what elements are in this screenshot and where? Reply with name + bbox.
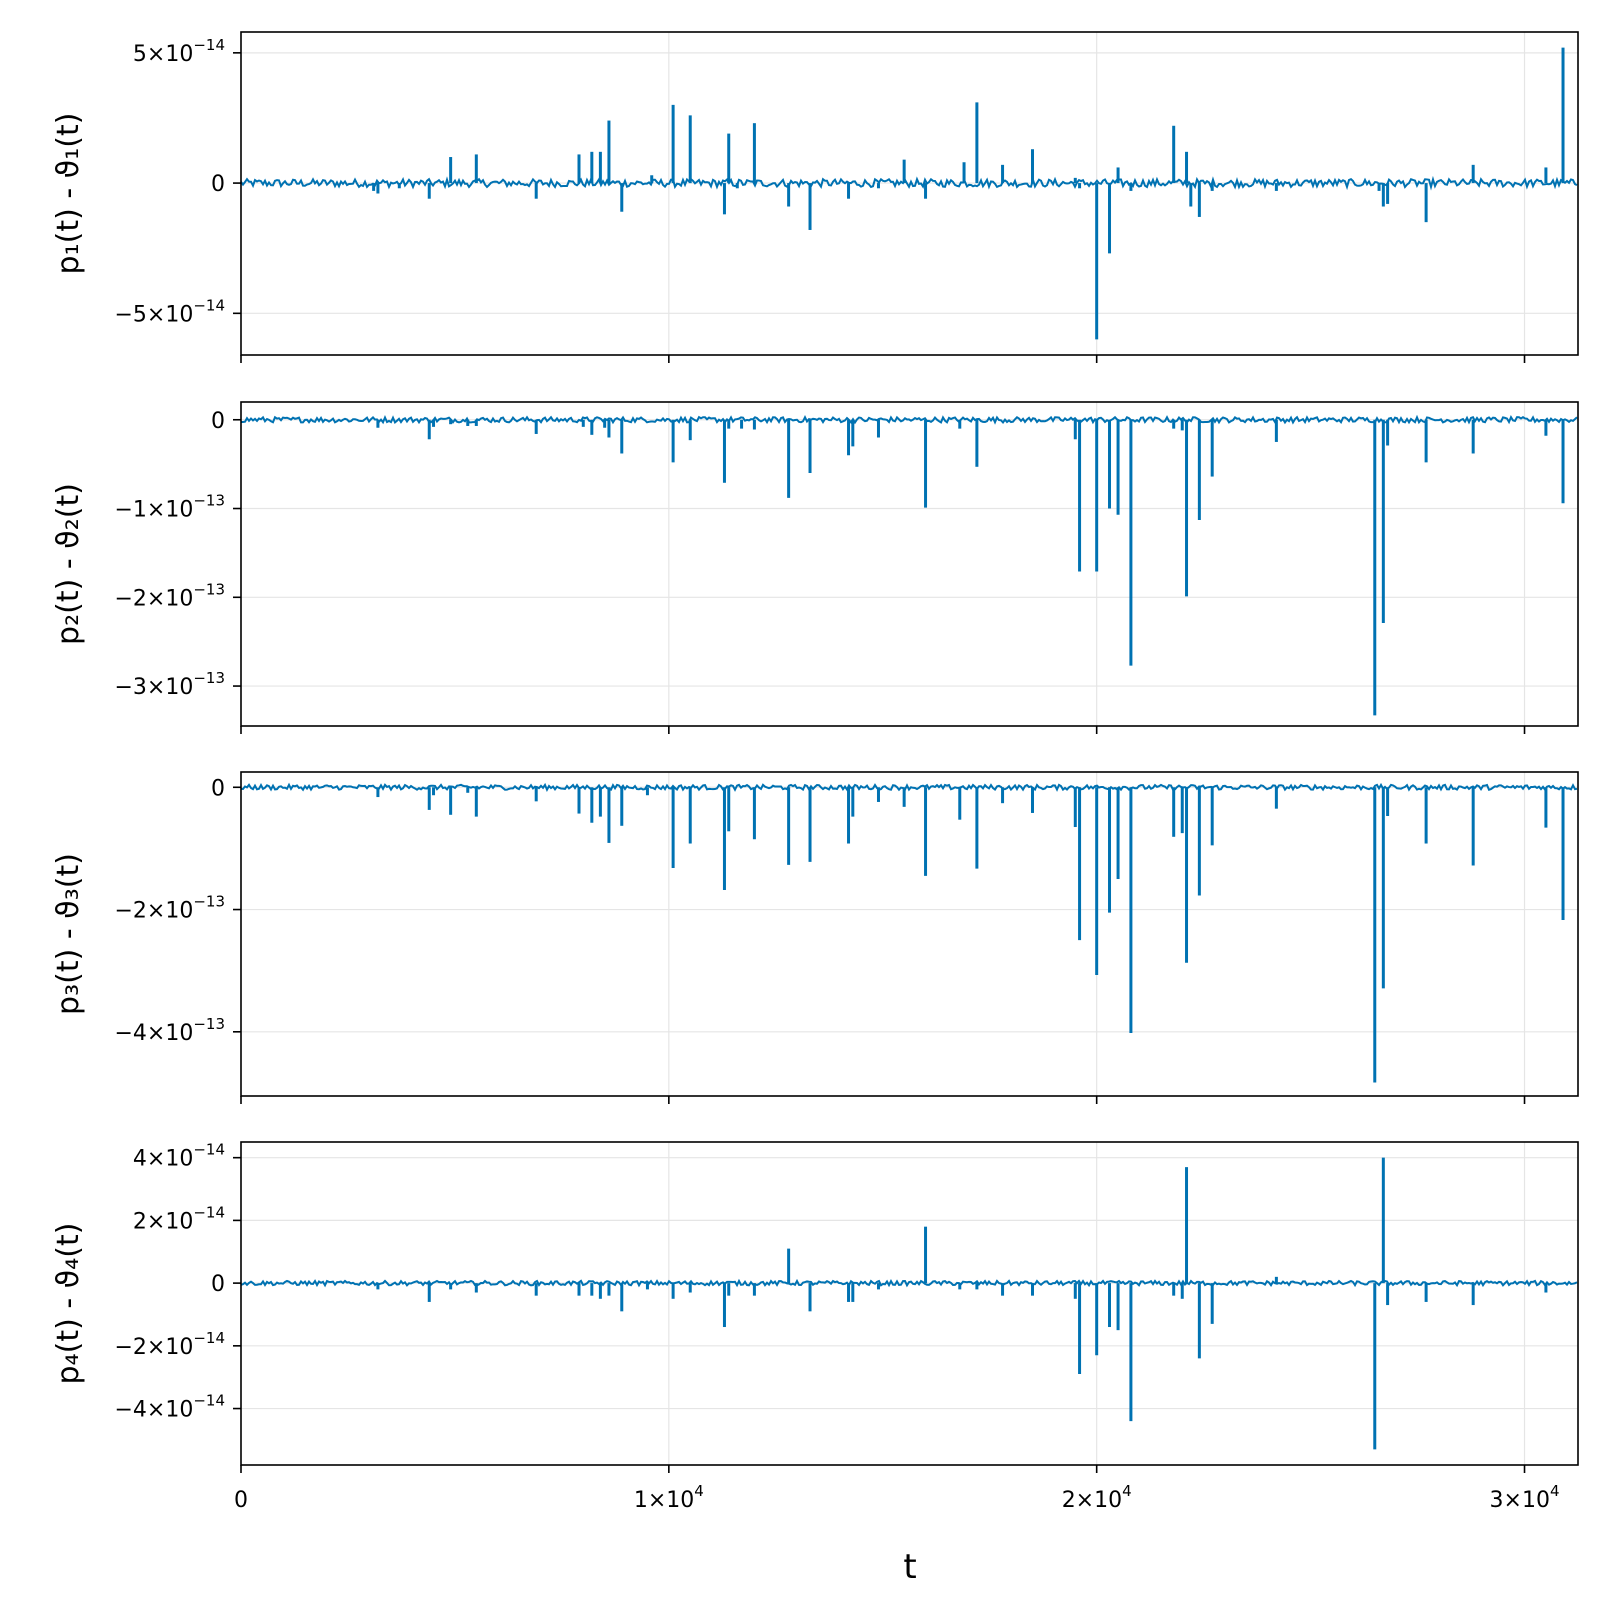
x-tick-label-exponent: 4 bbox=[694, 1482, 704, 1500]
panel-4-y-tick-label: 2×10−14 bbox=[133, 1203, 225, 1234]
panel-2-y-tick-label-mantissa: 0 bbox=[211, 409, 225, 434]
panel-4-y-tick-label: 4×10−14 bbox=[133, 1141, 225, 1172]
panel-3-y-tick-label-exponent: −13 bbox=[193, 893, 225, 911]
panel-1-y-tick-label-mantissa: 5×10 bbox=[133, 42, 193, 67]
panel-2-y-tick-label: −3×10−13 bbox=[114, 669, 225, 700]
x-tick-label-mantissa: 2×10 bbox=[1062, 1488, 1122, 1513]
panel-2-baseline-trace bbox=[240, 414, 1578, 425]
panel-2-y-tick-label: 0 bbox=[211, 409, 225, 434]
x-tick-label-exponent: 4 bbox=[1122, 1482, 1132, 1500]
x-tick-label-mantissa: 0 bbox=[234, 1488, 248, 1513]
panel-4-y-tick-label-mantissa: −2×10 bbox=[114, 1335, 193, 1360]
panel-2-y-tick-label-exponent: −13 bbox=[193, 580, 225, 598]
panel-4-y-tick-label: −2×10−14 bbox=[114, 1329, 225, 1360]
x-tick-label-mantissa: 1×10 bbox=[634, 1488, 694, 1513]
panel-1-frame bbox=[240, 31, 1579, 356]
panel-3-y-tick-label: −4×10−13 bbox=[114, 1015, 225, 1046]
panel-3-y-tick-label-mantissa: −4×10 bbox=[114, 1021, 193, 1046]
panel-4-y-tick-label: 0 bbox=[211, 1272, 225, 1297]
panel-3-y-tick-label: −2×10−13 bbox=[114, 893, 225, 924]
panel-4-y-tick-label-mantissa: 2×10 bbox=[133, 1209, 193, 1234]
panel-2-y-tick-label: −2×10−13 bbox=[114, 580, 225, 611]
panel-1-y-tick-label: −5×10−14 bbox=[114, 296, 225, 327]
panel-4-y-tick-label-mantissa: −4×10 bbox=[114, 1398, 193, 1423]
x-tick-label: 1×104 bbox=[634, 1482, 704, 1513]
panel-3-frame bbox=[240, 771, 1579, 1097]
panel-2-y-tick-label-mantissa: −3×10 bbox=[114, 675, 193, 700]
panel-3-y-axis-label: p₃(t) - ϑ₃(t) bbox=[51, 853, 86, 1015]
panel-4-y-tick-label-exponent: −14 bbox=[193, 1141, 225, 1159]
panel-1-y-tick-label: 5×10−14 bbox=[133, 36, 225, 67]
panel-4-baseline-trace bbox=[240, 1278, 1578, 1288]
panel-1-y-tick-label-mantissa: 0 bbox=[211, 172, 225, 197]
panel-4-y-axis-label: p₄(t) - ϑ₄(t) bbox=[51, 1223, 86, 1385]
x-tick-label: 3×104 bbox=[1490, 1482, 1560, 1513]
panel-3-y-tick-label-mantissa: 0 bbox=[211, 776, 225, 801]
panel-2-y-tick-label-exponent: −13 bbox=[193, 669, 225, 687]
panel-1-y-tick-label-exponent: −14 bbox=[193, 296, 225, 314]
x-tick-label: 0 bbox=[234, 1488, 248, 1513]
panel-4-y-tick-label-exponent: −14 bbox=[193, 1392, 225, 1410]
panel-3-baseline-trace bbox=[240, 782, 1578, 793]
panel-2-y-tick-label-mantissa: −2×10 bbox=[114, 586, 193, 611]
panel-2-y-axis-label: p₂(t) - ϑ₂(t) bbox=[51, 483, 86, 645]
panel-4-frame bbox=[240, 1141, 1579, 1466]
panel-3-y-tick-label: 0 bbox=[211, 776, 225, 801]
panel-1-y-tick-label: 0 bbox=[211, 172, 225, 197]
panel-3-y-tick-label-mantissa: −2×10 bbox=[114, 899, 193, 924]
x-tick-labels: 0 1×104 2×104 3×104 bbox=[234, 1482, 1560, 1513]
x-tick-label-exponent: 4 bbox=[1550, 1482, 1560, 1500]
x-tick-label-mantissa: 3×10 bbox=[1490, 1488, 1550, 1513]
panel-1-y-tick-label-mantissa: −5×10 bbox=[114, 302, 193, 327]
panel-1-baseline-trace bbox=[240, 175, 1578, 191]
panel-4-y-tick-label-mantissa: 4×10 bbox=[133, 1147, 193, 1172]
panel-1-y-axis-label: p₁(t) - ϑ₁(t) bbox=[51, 113, 86, 275]
panel-4-y-tick-label: −4×10−14 bbox=[114, 1392, 225, 1423]
panel-1-y-tick-label-exponent: −14 bbox=[193, 36, 225, 54]
panel-3-y-tick-label-exponent: −13 bbox=[193, 1015, 225, 1033]
panel-2-frame bbox=[240, 401, 1579, 727]
panel-2-y-tick-label-exponent: −13 bbox=[193, 492, 225, 510]
panel-2-y-tick-label-mantissa: −1×10 bbox=[114, 498, 193, 523]
panel-4-y-tick-label-exponent: −14 bbox=[193, 1329, 225, 1347]
panel-4-y-tick-label-exponent: −14 bbox=[193, 1203, 225, 1221]
panel-4-y-tick-label-mantissa: 0 bbox=[211, 1272, 225, 1297]
x-axis-label: t bbox=[903, 1547, 916, 1587]
panel-2-y-tick-label: −1×10−13 bbox=[114, 492, 225, 523]
x-tick-label: 2×104 bbox=[1062, 1482, 1132, 1513]
